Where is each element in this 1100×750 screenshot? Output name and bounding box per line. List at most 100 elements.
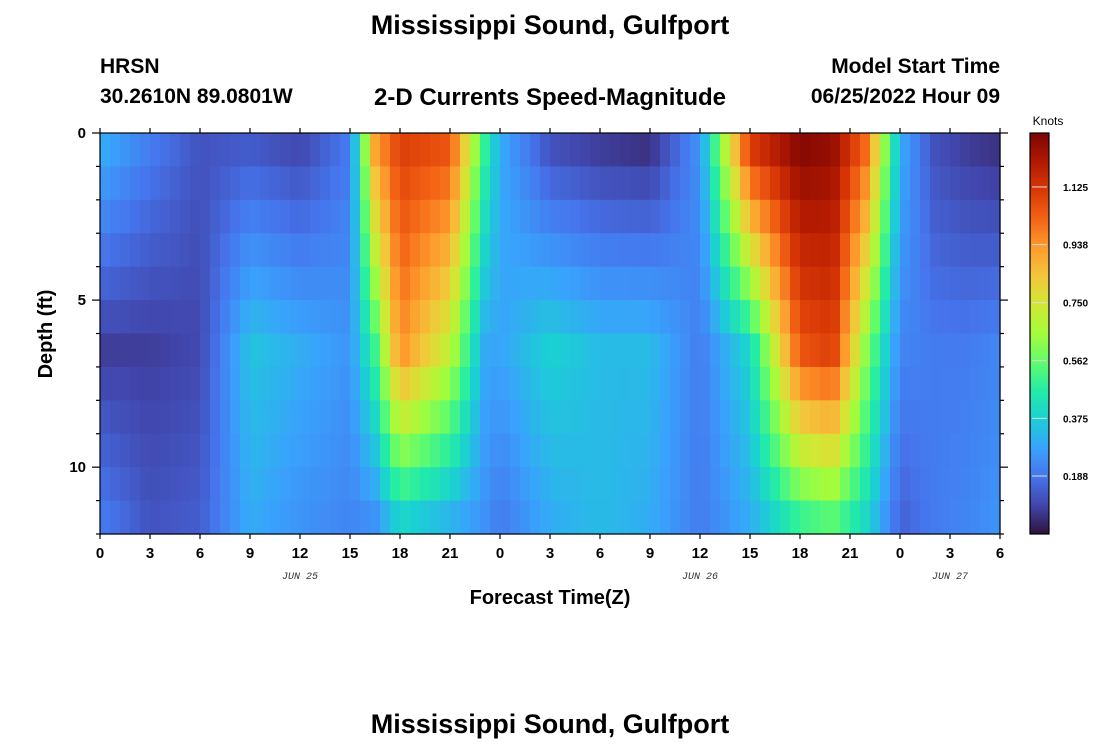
- heatmap-cell: [460, 433, 471, 468]
- heatmap-cell: [720, 133, 731, 168]
- heatmap-cell: [980, 500, 991, 535]
- heatmap-cell: [160, 366, 171, 401]
- x-tick-label: 15: [742, 545, 759, 562]
- heatmap-cell: [910, 433, 921, 468]
- heatmap-cell: [320, 433, 331, 468]
- heatmap-cell: [300, 433, 311, 468]
- heatmap-cell: [470, 133, 481, 168]
- heatmap-cell: [100, 133, 111, 168]
- heatmap-cell: [750, 333, 761, 368]
- colorbar-tick-label: 0.375: [1063, 414, 1088, 425]
- heatmap-cell: [910, 233, 921, 268]
- heatmap-cell: [210, 199, 221, 234]
- heatmap-cell: [710, 433, 721, 468]
- heatmap-cell: [670, 333, 681, 368]
- heatmap-cell: [560, 166, 571, 201]
- heatmap-cell: [950, 500, 961, 535]
- heatmap-cell: [390, 199, 401, 234]
- heatmap-cell: [750, 199, 761, 234]
- heatmap-cell: [450, 433, 461, 468]
- heatmap-cell: [750, 166, 761, 201]
- heatmap-cell: [750, 233, 761, 268]
- heatmap-cell: [300, 467, 311, 502]
- heatmap-cell: [500, 400, 511, 435]
- heatmap-cell: [450, 467, 461, 502]
- heatmap-cell: [300, 333, 311, 368]
- heatmap-cell: [320, 366, 331, 401]
- heatmap-cell: [130, 266, 141, 301]
- heatmap-cell: [300, 133, 311, 168]
- heatmap-cell: [520, 133, 531, 168]
- heatmap-cell: [190, 300, 201, 335]
- heatmap-cell: [660, 166, 671, 201]
- heatmap-cell: [310, 300, 321, 335]
- heatmap-cell: [340, 400, 351, 435]
- heatmap-cell: [160, 433, 171, 468]
- heatmap-cell: [650, 133, 661, 168]
- heatmap-cell: [730, 366, 741, 401]
- heatmap-cell: [890, 300, 901, 335]
- heatmap-cell: [580, 400, 591, 435]
- heatmap-cell: [190, 233, 201, 268]
- heatmap-cell: [340, 433, 351, 468]
- heatmap-cell: [550, 366, 561, 401]
- heatmap-cell: [660, 199, 671, 234]
- heatmap-cell: [640, 166, 651, 201]
- heatmap-cell: [950, 266, 961, 301]
- heatmap-cell: [750, 366, 761, 401]
- heatmap-cell: [220, 199, 231, 234]
- heatmap-cell: [140, 366, 151, 401]
- heatmap-cell: [640, 366, 651, 401]
- heatmap-cell: [940, 233, 951, 268]
- heatmap-cell: [210, 300, 221, 335]
- heatmap-cell: [990, 166, 1001, 201]
- heatmap-cell: [810, 133, 821, 168]
- heatmap-cell: [530, 233, 541, 268]
- heatmap-cell: [770, 199, 781, 234]
- heatmap-cell: [710, 266, 721, 301]
- heatmap-cell: [950, 400, 961, 435]
- heatmap-cell: [160, 333, 171, 368]
- heatmap-cell: [810, 300, 821, 335]
- heatmap-cell: [560, 133, 571, 168]
- heatmap-cell: [700, 333, 711, 368]
- heatmap-cell: [650, 266, 661, 301]
- x-tick-label: 12: [692, 545, 709, 562]
- heatmap-cell: [830, 266, 841, 301]
- x-tick-label: 21: [842, 545, 859, 562]
- heatmap-cell: [880, 433, 891, 468]
- heatmap-cell: [930, 500, 941, 535]
- heatmap-cell: [960, 166, 971, 201]
- heatmap-cell: [770, 300, 781, 335]
- heatmap-cell: [380, 233, 391, 268]
- heatmap-cell: [710, 467, 721, 502]
- heatmap-cell: [850, 433, 861, 468]
- heatmap-cell: [450, 199, 461, 234]
- heatmap-cell: [520, 166, 531, 201]
- heatmap-cell: [780, 467, 791, 502]
- heatmap-cell: [370, 266, 381, 301]
- heatmap-cell: [310, 233, 321, 268]
- heatmap-cell: [840, 333, 851, 368]
- heatmap-cell: [160, 266, 171, 301]
- heatmap-cell: [410, 467, 421, 502]
- heatmap-cell: [980, 199, 991, 234]
- heatmap-cell: [650, 199, 661, 234]
- heatmap-cell: [420, 333, 431, 368]
- heatmap-cell: [740, 333, 751, 368]
- colorbar: Knots 1.125 0.938 0.750 0.562 0.375 0.188: [1029, 114, 1088, 535]
- heatmap-cell: [250, 199, 261, 234]
- heatmap-cell: [270, 333, 281, 368]
- heatmap-cell: [470, 233, 481, 268]
- heatmap-cell: [930, 333, 941, 368]
- heatmap-cell: [410, 433, 421, 468]
- heatmap-cell: [440, 233, 451, 268]
- heatmap-cell: [480, 500, 491, 535]
- heatmap-cell: [940, 333, 951, 368]
- heatmap-cell: [920, 199, 931, 234]
- heatmap-cell: [940, 133, 951, 168]
- heatmap-cell: [650, 400, 661, 435]
- heatmap-cell: [530, 500, 541, 535]
- heatmap-cell: [910, 199, 921, 234]
- heatmap-cell: [800, 433, 811, 468]
